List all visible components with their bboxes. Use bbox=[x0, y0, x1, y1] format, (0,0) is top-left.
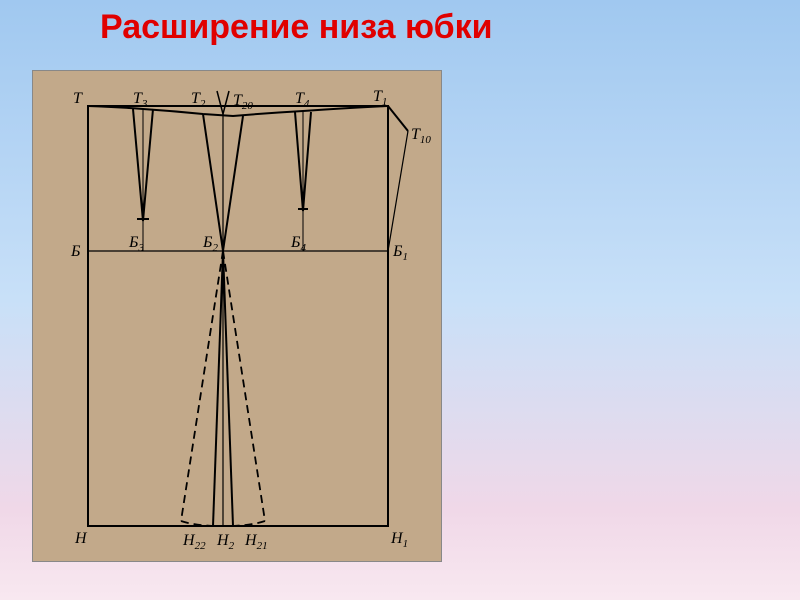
label-H2: Н2 bbox=[216, 532, 235, 552]
pattern-figure: Т Т3 Т2 Т20 Т4 Т1 Т10 Б Б3 Б2 Б4 Б1 Н bbox=[32, 70, 442, 562]
hem-dash-right bbox=[223, 251, 265, 521]
hem-solid-right bbox=[223, 251, 233, 526]
label-T10: Т10 bbox=[411, 126, 431, 146]
label-T: Т bbox=[73, 90, 83, 107]
pattern-svg: Т Т3 Т2 Т20 Т4 Т1 Т10 Б Б3 Б2 Б4 Б1 Н bbox=[33, 71, 441, 561]
label-H22: Н22 bbox=[182, 532, 206, 552]
line-t10-b1 bbox=[388, 131, 408, 251]
label-H21: Н21 bbox=[244, 532, 268, 552]
label-H: Н bbox=[74, 530, 88, 547]
hem-dash-left bbox=[181, 251, 223, 521]
label-T20: Т20 bbox=[233, 92, 253, 112]
slide-title: Расширение низа юбки bbox=[100, 8, 493, 47]
slide: Расширение низа юбки bbox=[0, 0, 800, 600]
label-B1: Б1 bbox=[392, 243, 408, 263]
line-t1-t10 bbox=[388, 106, 408, 131]
label-H1: Н1 bbox=[390, 530, 408, 550]
outline-rect bbox=[88, 106, 388, 526]
label-B: Б bbox=[70, 243, 81, 260]
hem-solid-left bbox=[213, 251, 223, 526]
dart-2-top bbox=[217, 91, 229, 114]
